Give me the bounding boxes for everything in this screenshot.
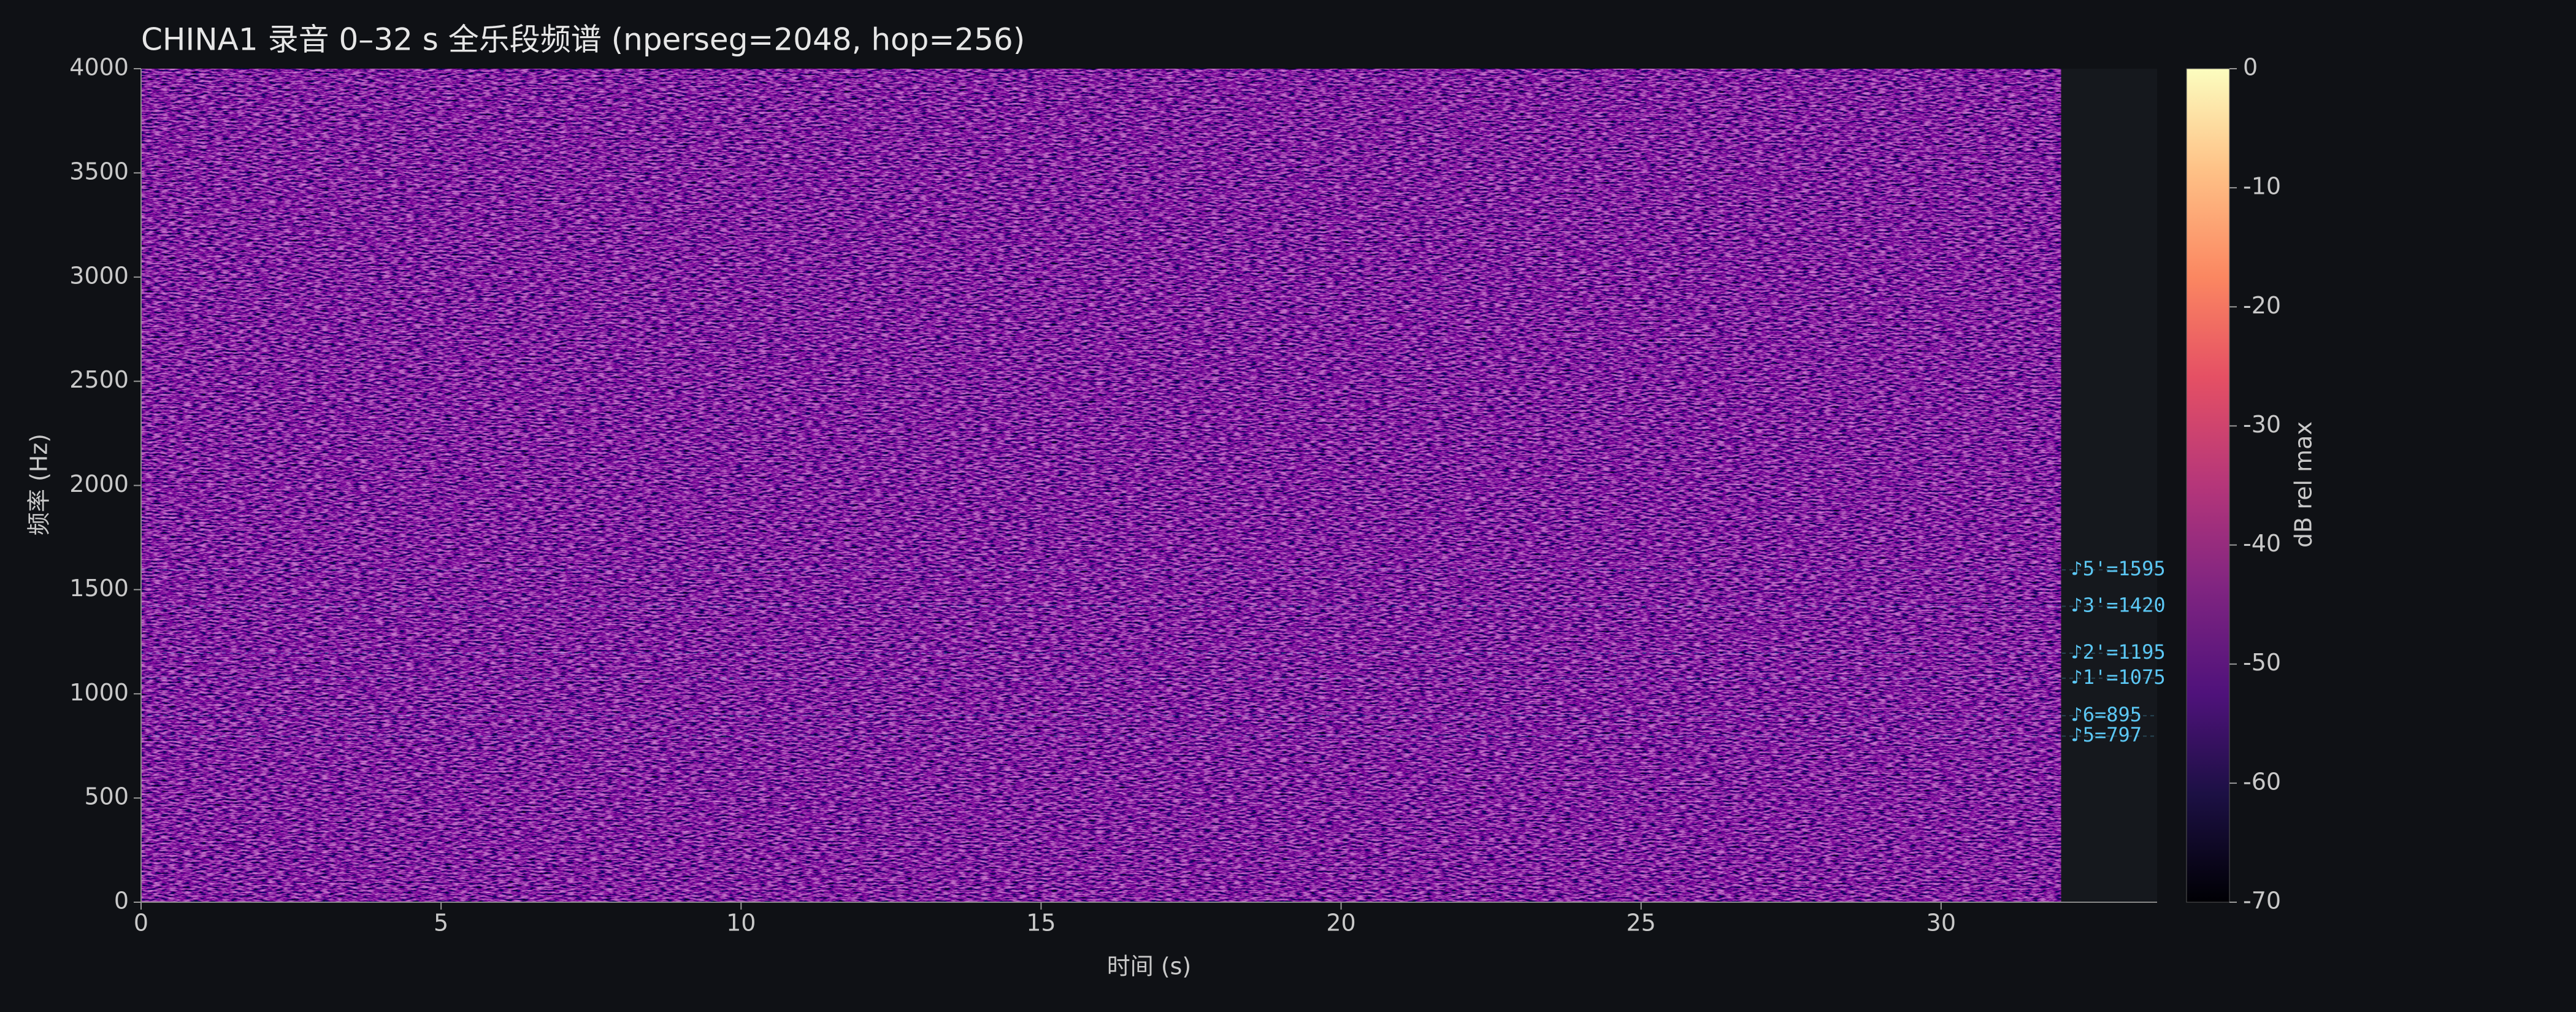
x-tick-label: 20 (1326, 910, 1355, 937)
note-label: ♪5'=1595 (2071, 557, 2165, 580)
colorbar-tick-label: -60 (2243, 768, 2281, 795)
colorbar-tick-label: -20 (2243, 292, 2281, 319)
spectrogram-texture (141, 69, 2061, 902)
note-label: ♪2'=1195 (2071, 640, 2165, 664)
y-tick-label: 1000 (69, 679, 129, 706)
x-axis-label: 时间 (s) (1107, 953, 1192, 980)
y-axis-label: 频率 (Hz) (26, 434, 53, 535)
x-tick-label: 15 (1026, 910, 1056, 937)
colorbar-tick-label: -30 (2243, 411, 2281, 438)
y-tick-label: 1500 (69, 575, 129, 602)
note-label: ♪3'=1420 (2071, 594, 2165, 617)
x-tick-label: 5 (434, 910, 448, 937)
colorbar-tick-label: -40 (2243, 530, 2281, 557)
x-tick-label: 10 (726, 910, 756, 937)
colorbar-label: dB rel max (2290, 421, 2317, 548)
y-tick-label: 2500 (69, 366, 129, 393)
y-tick-label: 500 (84, 783, 129, 810)
x-tick-label: 25 (1627, 910, 1656, 937)
y-tick-label: 3000 (69, 262, 129, 289)
colorbar-tick-label: 0 (2243, 54, 2258, 81)
y-tick-label: 4000 (69, 54, 129, 81)
colorbar-tick-label: -50 (2243, 649, 2281, 676)
colorbar-tick-label: -10 (2243, 173, 2281, 200)
y-tick-label: 0 (114, 887, 129, 914)
colorbar-tick-label: -70 (2243, 887, 2281, 914)
x-tick-label: 30 (1926, 910, 1956, 937)
y-tick-label: 2000 (69, 470, 129, 497)
y-tick-label: 3500 (69, 158, 129, 185)
note-label: ♪5=797 (2071, 723, 2142, 746)
chart-title: CHINA1 录音 0–32 s 全乐段频谱 (nperseg=2048, ho… (141, 22, 1025, 58)
colorbar (2186, 68, 2230, 903)
note-label: ♪1'=1075 (2071, 665, 2165, 689)
x-tick-label: 0 (134, 910, 148, 937)
note-label: ♪6=895 (2071, 703, 2142, 726)
